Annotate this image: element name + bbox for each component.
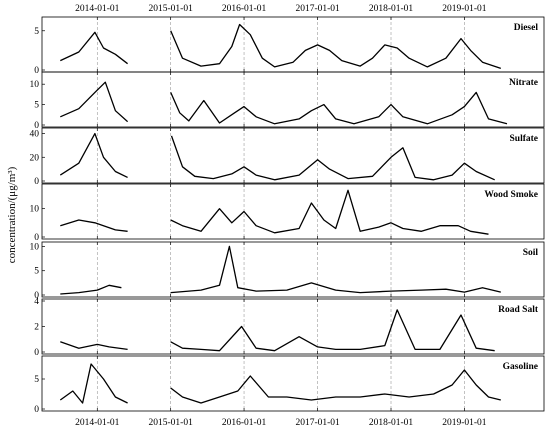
series-line-wood-smoke [170, 189, 489, 235]
y-tick-label: 5 [34, 101, 39, 111]
series-line-soil [170, 245, 501, 294]
panel-frame [41, 298, 545, 355]
y-tick-label: 5 [34, 375, 39, 385]
panel-frame [41, 183, 545, 240]
series-line-diesel [170, 23, 502, 70]
top-x-tick-labels: 2014-01-01 2015-01-01 2016-01-01 2017-01-01… [75, 4, 487, 14]
series-line-nitrate [60, 81, 129, 123]
panel-diesel: 0 5 Diesel [34, 16, 545, 76]
top-x-tick-label: 2018-01-01 [369, 4, 414, 14]
y-tick-label: 0 [34, 348, 39, 358]
top-x-tick-label: 2015-01-01 [149, 4, 194, 14]
panel-soil: 0 5 10 Soil [30, 241, 545, 301]
series-line-sulfate [59, 132, 128, 178]
y-tick-label: 10 [30, 205, 40, 215]
panel-nitrate: 0 5 10 Nitrate [30, 71, 545, 131]
y-tick-label: 0 [34, 121, 39, 131]
series-line-road-salt [170, 309, 495, 352]
y-tick-label: 0 [34, 291, 39, 301]
series-line-wood-smoke [60, 219, 128, 232]
y-tick-label: 0 [34, 405, 39, 415]
y-tick-label: 40 [30, 130, 40, 140]
top-x-tick-label: 2016-01-01 [222, 4, 267, 14]
panel-title: Gasoline [503, 362, 538, 372]
panel-title: Soil [523, 248, 539, 258]
bottom-x-tick-label: 2016-01-01 [222, 418, 267, 428]
panel-sulfate: 0 20 40 Sulfate [30, 127, 545, 187]
panel-title: Sulfate [510, 134, 539, 144]
panel-title: Road Salt [498, 305, 539, 315]
panel-title: Wood Smoke [484, 190, 538, 200]
bottom-x-tick-labels: 2014-01-01 2015-01-01 2016-01-01 2017-01-01… [75, 418, 487, 428]
bottom-x-tick-label: 2015-01-01 [149, 418, 194, 428]
panel-title: Diesel [514, 23, 539, 33]
panel-title: Nitrate [509, 78, 538, 88]
y-tick-label: 2 [34, 323, 39, 333]
panel-frame [41, 127, 545, 184]
y-axis-label: concentration/(μg/m³) [6, 166, 18, 263]
panel-frame [41, 71, 545, 128]
y-tick-label: 0 [34, 177, 39, 187]
bottom-x-tick-label: 2019-01-01 [442, 418, 487, 428]
panel-road-salt: 0 2 4 Road Salt [34, 297, 545, 358]
y-tick-label: 10 [30, 242, 40, 252]
series-line-gasoline [170, 369, 501, 404]
series-line-nitrate [170, 91, 508, 125]
panel-frame [41, 16, 545, 73]
bottom-x-tick-label: 2018-01-01 [369, 418, 414, 428]
panel-wood-smoke: 0 10 Wood Smoke [30, 183, 545, 243]
y-tick-label: 10 [30, 80, 40, 90]
series-line-soil [60, 284, 122, 295]
y-tick-label: 5 [34, 27, 39, 37]
top-x-tick-label: 2017-01-01 [295, 4, 340, 14]
y-tick-label: 0 [34, 233, 39, 243]
top-x-tick-label: 2019-01-01 [442, 4, 487, 14]
series-line-gasoline [59, 363, 128, 404]
panel-gasoline: 0 5 Gasoline [34, 355, 545, 415]
y-tick-label: 5 [34, 267, 39, 277]
series-line-road-salt [60, 341, 128, 351]
panel-frame [41, 241, 545, 298]
y-tick-label: 0 [34, 66, 39, 76]
series-line-sulfate [170, 135, 495, 181]
bottom-x-tick-label: 2017-01-01 [295, 418, 340, 428]
series-line-diesel [60, 31, 128, 65]
top-x-tick-label: 2014-01-01 [75, 4, 120, 14]
y-tick-label: 20 [30, 153, 40, 163]
panel-frame [41, 355, 545, 412]
bottom-x-tick-label: 2014-01-01 [75, 418, 120, 428]
y-tick-label: 4 [34, 297, 39, 307]
